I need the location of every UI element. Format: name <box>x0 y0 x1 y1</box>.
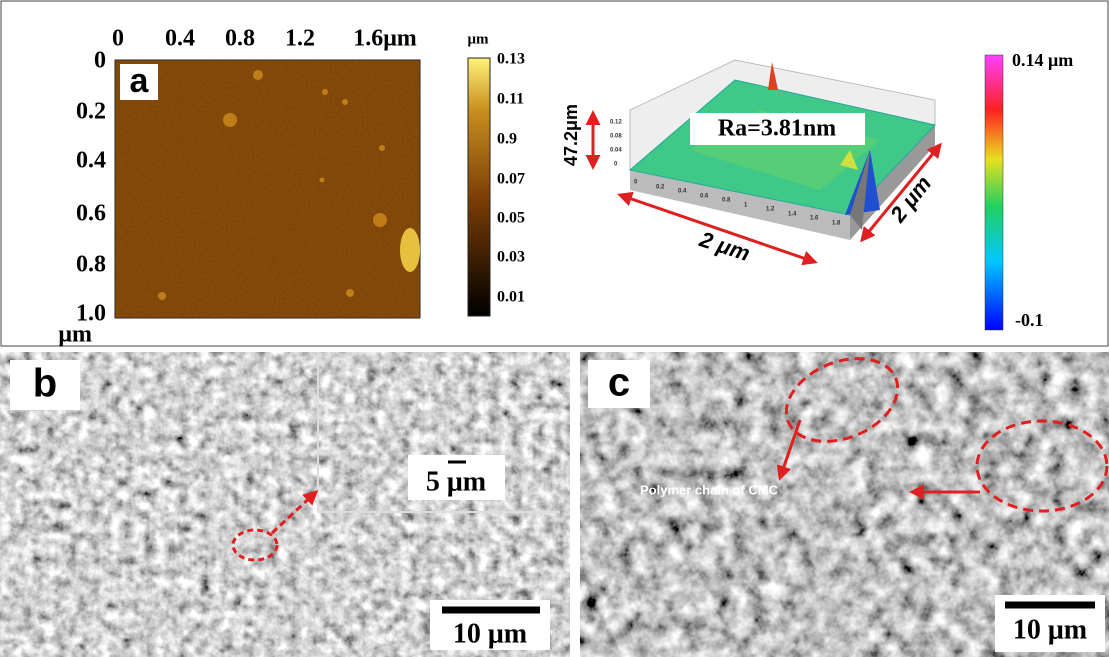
figure: a 0 0.4 0.8 1.2 1.6μm 0 0.2 0.4 0.6 0.8 … <box>0 0 1109 657</box>
panel-label: a <box>130 62 150 100</box>
y-tick-label: 0.2 <box>76 99 106 125</box>
colorbar-max: 0.14 μm <box>1012 50 1073 70</box>
colorbar <box>468 58 490 316</box>
colorbar-tick: 0.11 <box>497 91 524 108</box>
z-tick-3d: 0.08 <box>610 134 622 140</box>
x-tick-3d: 0.2 <box>656 185 665 191</box>
colorbar <box>985 55 1003 330</box>
z-tick-3d: 0.12 <box>610 120 622 126</box>
colorbar-unit: μm <box>468 31 490 47</box>
x-tick-label: 1.6μm <box>353 26 417 52</box>
colorbar-tick: 0.13 <box>497 51 525 68</box>
panel-label: b <box>33 362 57 406</box>
annotation: Polymer chain of CMC <box>640 482 779 497</box>
page: a 0 0.4 0.8 1.2 1.6μm 0 0.2 0.4 0.6 0.8 … <box>0 0 1109 657</box>
colorbar-tick: 0.03 <box>497 249 525 266</box>
height-label: 47.2μm <box>561 104 581 166</box>
scale-label: 10 μm <box>1013 614 1087 645</box>
x-tick-3d: 1.4 <box>788 212 797 218</box>
colorbar-tick: 0.05 <box>497 210 525 227</box>
x-tick-3d: 1.2 <box>766 207 775 213</box>
x-tick-3d: 1.8 <box>832 221 841 227</box>
x-tick-3d: 0.8 <box>722 198 731 204</box>
y-tick-label: 0.6 <box>76 201 106 227</box>
scale-label: 10 μm <box>453 618 527 649</box>
y-tick-label: 0.8 <box>76 252 106 278</box>
x-tick-label: 0 <box>112 26 124 52</box>
x-tick-3d: 1.6 <box>810 216 819 222</box>
colorbar-tick: 0.9 <box>497 131 517 148</box>
x-tick-label: 0.4 <box>165 26 195 52</box>
roughness-label: Ra=3.81nm <box>718 116 836 142</box>
x-tick-3d: 0.4 <box>678 189 687 195</box>
y-tick-label: 0.4 <box>76 148 106 174</box>
colorbar-tick: 0.01 <box>497 289 525 306</box>
colorbar-tick: 0.07 <box>497 171 525 188</box>
z-tick-3d: 0.04 <box>610 148 622 154</box>
y-unit: μm <box>58 322 92 348</box>
colorbar-min: -0.1 <box>1015 310 1044 330</box>
inset-scale-label: 5 μm <box>426 466 486 497</box>
x-tick-3d: 0.6 <box>700 194 709 200</box>
x-tick-label: 0.8 <box>225 26 255 52</box>
panel-label: c <box>608 361 630 405</box>
y-tick-label: 0 <box>94 48 106 74</box>
afm-texture <box>115 60 420 318</box>
x-tick-label: 1.2 <box>285 26 315 52</box>
